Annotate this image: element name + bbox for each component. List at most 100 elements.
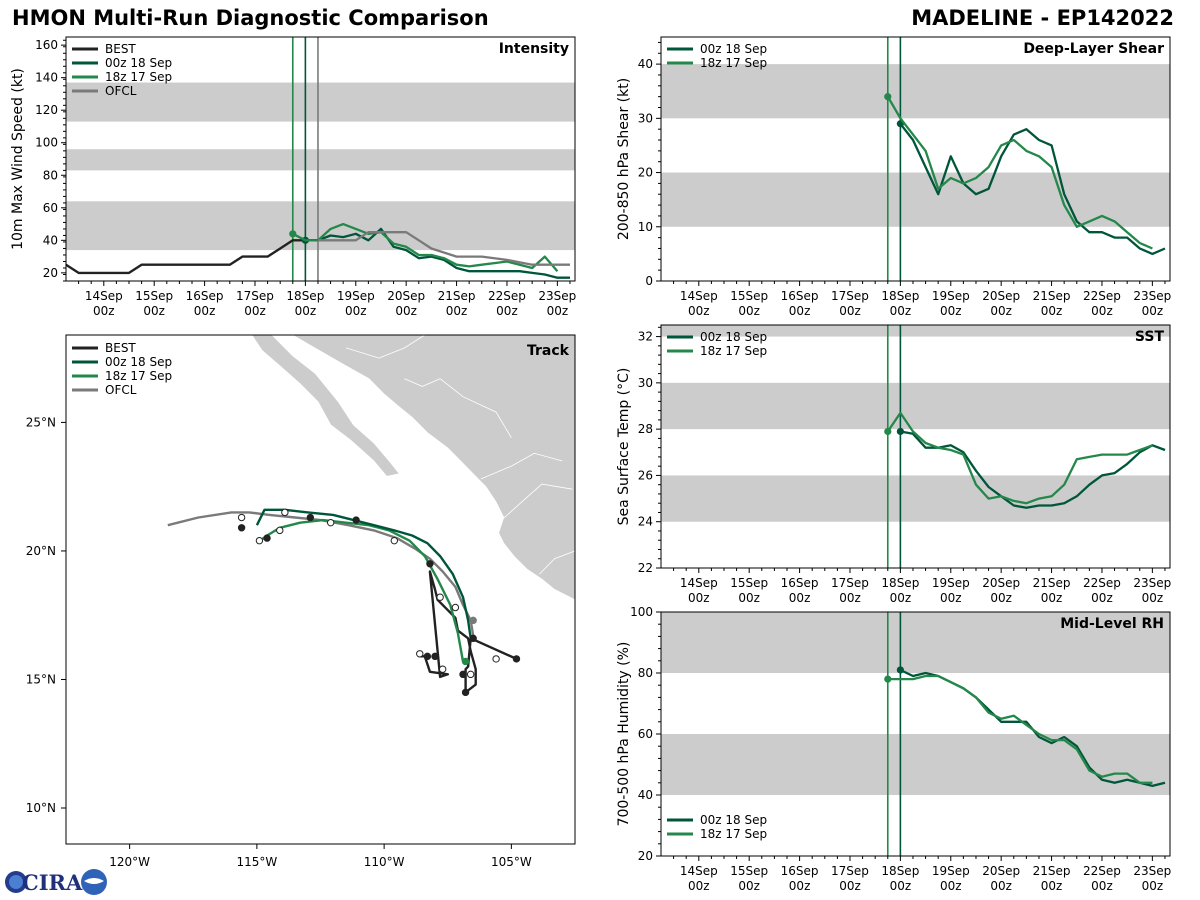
intensity-xtick-label-hour: 00z xyxy=(395,304,417,318)
intensity-init-point xyxy=(289,230,297,238)
sst-chart: 22242628303214Sep00z15Sep00z16Sep00z17Se… xyxy=(616,324,1171,605)
shear-xtick-label: 18Sep xyxy=(881,289,919,303)
intensity-ytick-label: 140 xyxy=(35,71,58,85)
sst-init-point xyxy=(884,427,892,436)
shear-xtick-label: 16Sep xyxy=(781,289,819,303)
sst-legend-label: 00z 18 Sep xyxy=(700,330,767,344)
figure-title: HMON Multi-Run Diagnostic Comparison xyxy=(12,6,489,30)
shear-plot-area xyxy=(661,37,1170,281)
track-position-marker xyxy=(423,652,432,661)
sst-xtick-label-hour: 00z xyxy=(890,591,912,605)
track-legend-label: 00z 18 Sep xyxy=(105,355,172,369)
rh-xtick-label: 19Sep xyxy=(932,864,970,878)
track-plot-area xyxy=(167,335,575,697)
sst-frame xyxy=(660,324,1171,569)
cira-logo: CIRA xyxy=(5,869,107,895)
shear-xtick-label-hour: 00z xyxy=(940,304,962,318)
track-line-ofcl xyxy=(167,511,475,636)
track-title: Track xyxy=(527,343,570,359)
sst-xtick-label: 15Sep xyxy=(730,576,768,590)
intensity-ytick-label: 120 xyxy=(35,103,58,117)
track-legend-label: OFCL xyxy=(105,383,137,397)
shear-xtick-label-hour: 00z xyxy=(738,304,760,318)
logo-globe-inner xyxy=(9,875,23,889)
shear-series-18z-17-sep xyxy=(886,96,1153,250)
shear-ytick-label: 20 xyxy=(638,166,653,180)
rh-xtick-label: 22Sep xyxy=(1083,864,1121,878)
rh-xtick-label: 14Sep xyxy=(680,864,718,878)
intensity-xtick-label-hour: 00z xyxy=(446,304,468,318)
sst-xtick-label-hour: 00z xyxy=(990,591,1012,605)
track-position-marker xyxy=(263,534,271,542)
shear-band xyxy=(661,64,1170,119)
rh-xtick-label: 16Sep xyxy=(781,864,819,878)
sst-xtick-label-hour: 00z xyxy=(940,591,962,605)
shear-series-00z-18-sep xyxy=(899,123,1166,256)
track-position-marker xyxy=(512,655,521,663)
storm-id-title: MADELINE - EP142022 xyxy=(911,6,1174,30)
sst-ytick-label: 26 xyxy=(638,468,653,482)
track-position-marker xyxy=(237,513,246,522)
shear-xtick-label: 20Sep xyxy=(982,289,1020,303)
rh-ytick-label: 20 xyxy=(638,849,653,863)
sst-ytick-label: 22 xyxy=(638,561,653,575)
intensity-xtick-label: 23Sep xyxy=(538,289,576,303)
shear-xtick-label: 14Sep xyxy=(680,289,718,303)
track-xtick-label: 110°W xyxy=(364,855,405,869)
rh-xtick-label: 17Sep xyxy=(831,864,869,878)
sst-xtick-label: 18Sep xyxy=(881,576,919,590)
rh-ytick-label: 40 xyxy=(638,788,653,802)
rh-xtick-label-hour: 00z xyxy=(1142,879,1164,893)
sst-ytick-label: 24 xyxy=(638,515,653,529)
rh-xtick-label: 23Sep xyxy=(1133,864,1171,878)
intensity-xtick-label-hour: 00z xyxy=(143,304,165,318)
track-position-marker xyxy=(281,508,289,517)
sst-xtick-label-hour: 00z xyxy=(789,591,811,605)
intensity-xtick-label: 21Sep xyxy=(438,289,476,303)
rh-xtick-label-hour: 00z xyxy=(940,879,962,893)
logo-wordmark: CIRA xyxy=(22,870,83,895)
intensity-xtick-label-hour: 00z xyxy=(345,304,367,318)
intensity-legend-label: BEST xyxy=(105,42,136,56)
track-position-marker xyxy=(426,560,434,568)
track-line-00z-18-sep xyxy=(255,508,472,639)
sst-title: SST xyxy=(1135,329,1165,345)
intensity-ytick-label: 100 xyxy=(35,136,58,150)
shear-init-point xyxy=(884,93,892,101)
intensity-ylabel: 10m Max Wind Speed (kt) xyxy=(10,68,26,250)
sst-band xyxy=(661,382,1170,430)
track-xtick-label: 115°W xyxy=(236,855,277,869)
rh-legend-label: 18z 17 Sep xyxy=(700,827,767,841)
sst-ylabel: Sea Surface Temp (°C) xyxy=(616,368,632,526)
shear-band xyxy=(661,172,1170,227)
intensity-xtick-label: 19Sep xyxy=(337,289,375,303)
track-position-marker xyxy=(276,526,284,535)
track-legend-label: BEST xyxy=(105,341,136,355)
shear-chart: 01020304014Sep00z15Sep00z16Sep00z17Sep00… xyxy=(616,36,1171,318)
sst-xtick-label: 20Sep xyxy=(982,576,1020,590)
track-legend-label: 18z 17 Sep xyxy=(105,369,172,383)
track-position-marker xyxy=(237,524,246,532)
shear-xtick-label-hour: 00z xyxy=(789,304,811,318)
sst-band xyxy=(661,475,1170,522)
track-position-marker xyxy=(306,513,315,522)
rh-legend-label: 00z 18 Sep xyxy=(700,813,767,827)
track-xtick-label: 105°W xyxy=(491,855,532,869)
track-xtick-label: 120°W xyxy=(109,855,150,869)
track-position-marker xyxy=(466,670,475,679)
track-ytick-label: 25°N xyxy=(26,415,56,429)
sst-xtick-label-hour: 00z xyxy=(688,591,710,605)
intensity-xtick-label: 17Sep xyxy=(236,289,274,303)
intensity-series-best xyxy=(66,239,318,275)
rh-xtick-label-hour: 00z xyxy=(890,879,912,893)
track-ytick-label: 20°N xyxy=(26,544,56,558)
track-map: 120°W 115°W 110°W 105°W 10°N 15°N 20°N 25°N Trac… xyxy=(26,334,576,869)
track-position-marker xyxy=(416,650,424,658)
sst-xtick-label: 19Sep xyxy=(932,576,970,590)
track-position-marker xyxy=(461,688,470,697)
sst-xtick-label-hour: 00z xyxy=(1041,591,1063,605)
rh-xtick-label: 20Sep xyxy=(982,864,1020,878)
intensity-series-ofcl xyxy=(318,231,570,266)
intensity-xtick-label-hour: 00z xyxy=(93,304,115,318)
sst-xtick-label-hour: 00z xyxy=(1142,591,1164,605)
